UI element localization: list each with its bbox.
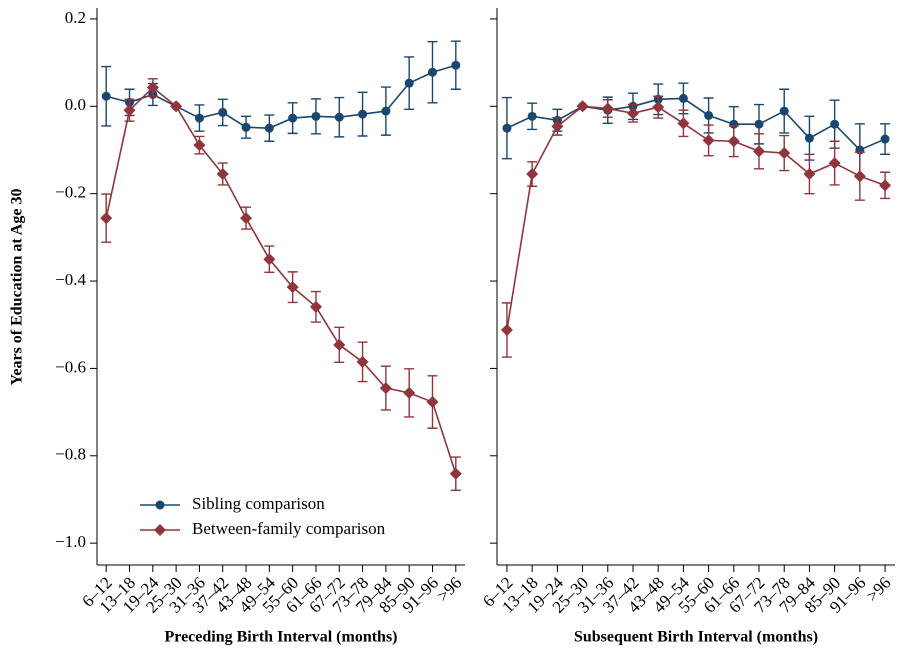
marker [879,179,892,192]
marker [551,120,564,133]
x-axis-title: Subsequent Birth Interval (months) [574,629,818,646]
marker [123,104,136,117]
marker [500,323,513,336]
marker [526,168,539,181]
marker [154,524,166,536]
marker [334,112,344,122]
y-axis-title: Years of Education at Age 30 [9,189,26,386]
marker [309,300,322,313]
marker [263,253,276,266]
marker [216,168,229,181]
marker [702,134,715,147]
marker [404,78,414,88]
marker [426,396,439,409]
marker [677,117,690,130]
marker [218,107,228,117]
marker [778,147,791,160]
marker [100,212,113,225]
x-axis-title: Preceding Birth Interval (months) [164,629,397,646]
y-tick-label: −1.0 [55,532,86,551]
y-tick-label: −0.8 [55,445,86,464]
marker [754,119,764,129]
marker [427,67,437,77]
marker [853,170,866,183]
marker [830,119,840,129]
marker [449,467,462,480]
y-tick-label: 0.0 [65,95,86,114]
marker [527,111,537,121]
x-tick-label: >96 [862,573,894,605]
marker [170,100,183,113]
marker [704,110,714,120]
marker [803,168,816,181]
y-tick-label: −0.6 [55,357,86,376]
marker [502,123,512,133]
marker [804,133,814,143]
marker [358,109,368,119]
marker [678,93,688,103]
marker [288,113,298,123]
y-tick-label: −0.2 [55,183,86,202]
marker [753,145,766,158]
marker [451,60,461,70]
series-line [105,86,457,474]
marker [101,91,111,101]
marker [193,139,206,152]
marker [240,212,253,225]
x-tick-label: >96 [433,573,465,605]
marker [652,101,665,114]
marker [381,106,391,116]
marker [333,338,346,351]
marker [880,134,890,144]
marker [194,113,204,123]
marker [403,386,416,399]
series-line [506,97,886,151]
marker [379,382,392,395]
y-tick-label: 0.2 [65,8,86,27]
marker [626,107,639,120]
marker [311,111,321,121]
marker [601,102,614,115]
marker [264,123,274,133]
marker [576,100,589,113]
legend-label: Between-family comparison [192,519,386,538]
marker [241,122,251,132]
marker [286,281,299,294]
series-line [105,64,457,129]
marker [727,135,740,148]
marker [155,500,165,510]
y-tick-label: −0.4 [55,270,86,289]
series-line [506,105,886,331]
marker [146,81,159,94]
marker [828,157,841,170]
marker [356,355,369,368]
marker [779,106,789,116]
legend-label: Sibling comparison [192,494,325,513]
